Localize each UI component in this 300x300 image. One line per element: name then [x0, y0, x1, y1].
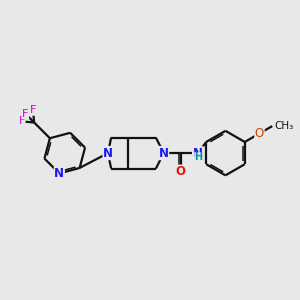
Text: CH₃: CH₃ [274, 121, 293, 131]
Text: F: F [22, 109, 28, 119]
Text: N: N [193, 147, 203, 160]
Text: N: N [103, 147, 113, 160]
Text: O: O [176, 165, 186, 178]
Text: N: N [54, 167, 64, 180]
Text: H: H [194, 152, 203, 162]
Text: O: O [255, 127, 264, 140]
Text: F: F [30, 105, 36, 115]
Text: N: N [159, 147, 169, 160]
Text: F: F [19, 116, 25, 126]
